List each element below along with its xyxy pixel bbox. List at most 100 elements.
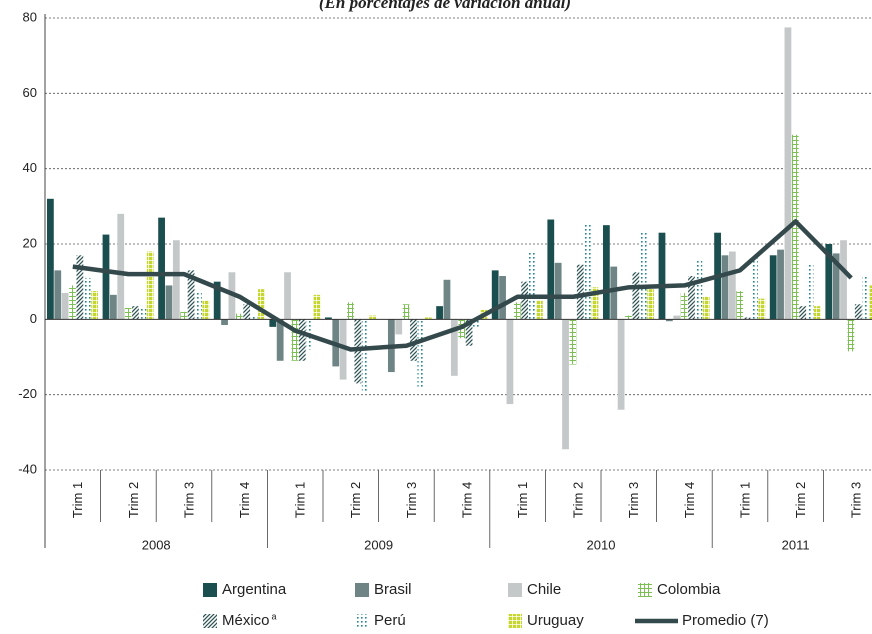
x-tick-label: Trim 3	[626, 482, 641, 518]
bar	[325, 317, 332, 320]
bar	[102, 234, 110, 320]
bar	[536, 300, 543, 320]
bar	[521, 281, 529, 320]
bar	[339, 319, 347, 380]
year-label: 2009	[364, 537, 393, 552]
legend-swatch	[203, 583, 217, 597]
bar	[617, 319, 625, 410]
bar	[680, 292, 688, 320]
bar	[777, 249, 784, 320]
x-tick-label: Trim 3	[404, 482, 419, 518]
bar	[361, 319, 369, 391]
bar	[695, 260, 703, 320]
y-tick-label: -40	[18, 461, 37, 476]
average-line	[72, 219, 853, 352]
bar	[473, 319, 480, 327]
bar	[213, 281, 221, 320]
bar	[258, 289, 265, 320]
bar	[410, 319, 417, 361]
bar	[465, 319, 473, 346]
bar	[854, 304, 862, 320]
x-tick-label: Trim 2	[793, 482, 808, 518]
bar	[132, 306, 139, 320]
bar	[547, 219, 555, 320]
bar	[825, 244, 833, 320]
bar	[491, 270, 499, 320]
bar	[736, 291, 744, 320]
legend-label: Colombia	[657, 581, 721, 598]
bar	[591, 287, 599, 320]
legend-note: a	[272, 611, 277, 621]
legend-swatch	[355, 583, 369, 597]
x-tick-label: Trim 3	[849, 482, 864, 518]
bar	[47, 198, 54, 320]
y-tick-label: 40	[23, 160, 37, 175]
x-tick-label: Trim 1	[737, 482, 752, 518]
bar	[187, 270, 195, 320]
bar	[284, 272, 291, 320]
x-tick-label: Trim 1	[293, 482, 308, 518]
bar	[202, 300, 210, 320]
bar	[347, 302, 354, 320]
bar	[443, 279, 451, 320]
x-tick-label: Trim 1	[70, 482, 85, 518]
bar	[61, 292, 69, 320]
x-tick-label: Trim 2	[348, 482, 363, 518]
bar	[243, 304, 251, 320]
x-tick-label: Trim 1	[515, 482, 530, 518]
bar	[369, 315, 376, 320]
legend-label: Chile	[527, 581, 561, 598]
bar	[847, 319, 855, 352]
bar	[506, 319, 514, 405]
bar	[91, 291, 98, 320]
bar	[298, 319, 306, 361]
bar	[395, 319, 403, 335]
bar	[269, 319, 277, 327]
bar	[832, 253, 840, 320]
bar	[814, 306, 821, 320]
y-tick-label: 60	[23, 85, 37, 100]
legend-label: Uruguay	[527, 612, 584, 629]
x-tick-label: Trim 4	[237, 482, 252, 518]
bar	[728, 251, 736, 320]
bar	[76, 255, 84, 320]
bar	[584, 223, 592, 320]
bar	[354, 319, 362, 384]
bar	[117, 213, 125, 320]
bar	[840, 240, 847, 320]
bar	[862, 276, 870, 320]
bar	[172, 240, 180, 320]
legend-swatch	[638, 583, 652, 597]
bar	[639, 232, 647, 320]
bar	[576, 264, 584, 320]
bar	[54, 270, 62, 320]
bar	[673, 315, 681, 320]
bar	[799, 306, 807, 320]
bar	[721, 255, 729, 320]
bar	[146, 251, 154, 320]
bar	[402, 304, 410, 320]
bar	[424, 317, 432, 320]
bar	[450, 319, 458, 376]
x-tick-label: Trim 4	[459, 482, 474, 518]
y-tick-label: -20	[18, 386, 37, 401]
bar	[632, 272, 640, 320]
bar	[665, 319, 673, 322]
bar	[688, 276, 695, 320]
bar	[69, 285, 76, 320]
bar	[195, 292, 202, 320]
legend-swatch	[355, 614, 369, 628]
legend-swatch	[508, 583, 522, 597]
bar	[562, 319, 569, 450]
chart-subtitle: (En porcentajes de variación anual)	[319, 0, 571, 12]
bar	[276, 319, 284, 361]
legend-label: Argentina	[222, 581, 287, 598]
bar	[603, 225, 610, 320]
bar	[554, 262, 562, 320]
bar	[221, 319, 228, 325]
bar	[610, 266, 618, 320]
legend-label: Promedio (7)	[682, 612, 769, 629]
legend-swatch	[508, 614, 522, 628]
x-tick-label: Trim 3	[181, 482, 196, 518]
